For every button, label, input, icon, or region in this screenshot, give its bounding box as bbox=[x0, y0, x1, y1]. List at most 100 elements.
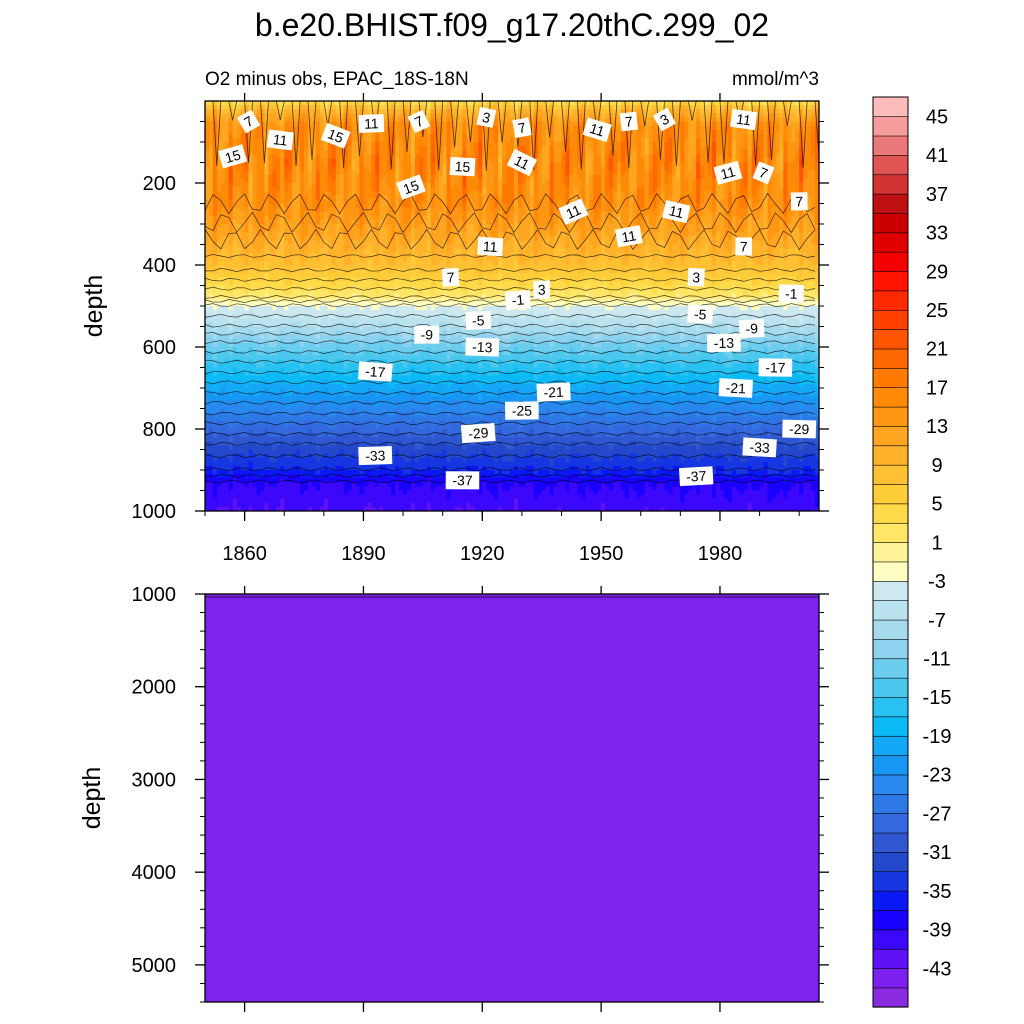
field-cell bbox=[248, 502, 254, 508]
field-cell bbox=[272, 412, 277, 418]
field-cell bbox=[264, 146, 269, 151]
field-cell bbox=[387, 232, 392, 237]
field-cell bbox=[228, 252, 234, 258]
chart-title: b.e20.BHIST.f09_g17.20thC.299_02 bbox=[255, 7, 769, 43]
field-cell bbox=[280, 125, 285, 131]
field-cell bbox=[276, 392, 281, 397]
field-cell bbox=[335, 470, 341, 475]
field-cell bbox=[256, 125, 262, 131]
field-cell bbox=[395, 494, 400, 500]
field-cell bbox=[331, 314, 337, 319]
field-cell bbox=[244, 301, 250, 307]
field-cell bbox=[347, 228, 353, 233]
field-cell bbox=[327, 289, 333, 295]
field-cell bbox=[391, 228, 396, 233]
field-cell bbox=[236, 322, 242, 328]
field-cell bbox=[232, 322, 238, 328]
field-cell bbox=[248, 215, 254, 221]
field-cell bbox=[323, 306, 329, 311]
field-cell bbox=[260, 174, 266, 180]
field-cell bbox=[208, 183, 214, 188]
field-cell bbox=[307, 490, 313, 496]
field-cell bbox=[304, 429, 309, 434]
field-cell bbox=[311, 113, 317, 118]
field-cell bbox=[367, 383, 372, 389]
field-cell bbox=[240, 379, 246, 385]
field-cell bbox=[323, 236, 329, 241]
field-cell bbox=[228, 449, 234, 455]
field-cell bbox=[240, 408, 246, 414]
field-cell bbox=[296, 133, 301, 139]
field-cell bbox=[236, 420, 242, 426]
field-cell bbox=[256, 338, 262, 344]
field-cell bbox=[240, 314, 246, 319]
field-cell bbox=[248, 170, 254, 176]
field-cell bbox=[252, 334, 258, 340]
field-cell bbox=[205, 433, 210, 438]
field-cell bbox=[288, 490, 293, 496]
field-cell bbox=[307, 142, 313, 147]
field-cell bbox=[292, 113, 297, 118]
field-cell bbox=[300, 113, 305, 118]
field-cell bbox=[240, 129, 246, 135]
field-cell bbox=[315, 347, 321, 352]
field-cell bbox=[387, 429, 392, 434]
field-cell bbox=[343, 412, 349, 418]
field-cell bbox=[260, 224, 266, 229]
field-cell bbox=[296, 441, 301, 446]
field-cell bbox=[399, 338, 404, 344]
field-cell bbox=[304, 170, 309, 176]
field-cell bbox=[292, 228, 297, 233]
field-cell bbox=[244, 322, 250, 328]
field-cell bbox=[339, 293, 345, 299]
field-cell bbox=[212, 183, 218, 188]
field-cell bbox=[268, 351, 273, 356]
field-cell bbox=[228, 310, 234, 315]
field-cell bbox=[256, 117, 262, 123]
field-cell bbox=[260, 289, 266, 295]
field-cell bbox=[236, 265, 242, 270]
field-cell bbox=[307, 457, 313, 463]
field-cell bbox=[331, 154, 337, 159]
field-cell bbox=[268, 240, 273, 246]
field-cell bbox=[383, 334, 388, 340]
field-cell bbox=[205, 166, 210, 172]
field-cell bbox=[252, 252, 258, 258]
field-cell bbox=[296, 215, 301, 221]
field-cell bbox=[256, 191, 262, 196]
field-cell bbox=[224, 215, 230, 221]
field-cell bbox=[387, 199, 392, 205]
field-cell bbox=[375, 306, 380, 311]
field-cell bbox=[280, 424, 285, 430]
field-cell bbox=[248, 207, 254, 213]
field-cell bbox=[383, 232, 388, 237]
field-cell bbox=[276, 191, 281, 196]
field-cell bbox=[367, 342, 372, 348]
field-cell bbox=[268, 277, 273, 282]
field-cell bbox=[260, 506, 266, 511]
field-cell bbox=[205, 232, 210, 237]
field-cell bbox=[212, 502, 218, 508]
field-cell bbox=[212, 281, 218, 287]
field-cell bbox=[304, 310, 309, 315]
field-cell bbox=[205, 322, 210, 328]
field-cell bbox=[288, 191, 293, 196]
field-cell bbox=[280, 285, 285, 291]
field-cell bbox=[236, 355, 242, 360]
field-cell bbox=[327, 195, 333, 200]
field-cell bbox=[272, 170, 277, 176]
field-cell bbox=[359, 297, 365, 303]
field-cell bbox=[399, 433, 404, 438]
field-cell bbox=[391, 494, 396, 500]
field-cell bbox=[280, 310, 285, 315]
field-cell bbox=[387, 162, 392, 168]
field-cell bbox=[256, 113, 262, 118]
field-cell bbox=[315, 277, 321, 282]
field-cell bbox=[296, 146, 301, 151]
field-cell bbox=[304, 306, 309, 311]
field-cell bbox=[304, 351, 309, 356]
field-cell bbox=[363, 433, 369, 438]
field-cell bbox=[304, 125, 309, 131]
field-cell bbox=[335, 252, 341, 258]
field-cell bbox=[307, 326, 313, 332]
